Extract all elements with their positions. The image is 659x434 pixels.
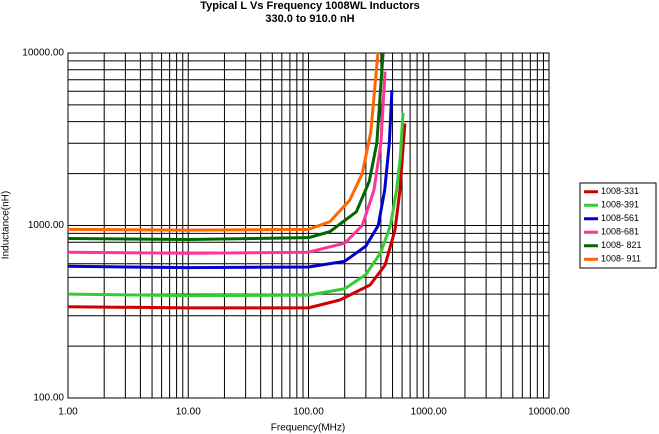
x-axis-label: Frequency(MHz) xyxy=(271,423,345,434)
y-tick-label: 10000.00 xyxy=(22,48,64,59)
x-tick-label: 1.00 xyxy=(58,407,78,418)
y-tick-label: 100.00 xyxy=(33,393,64,404)
plot-border xyxy=(67,52,550,399)
legend-label: 1008-391 xyxy=(601,200,639,210)
legend-label: 1008- 821 xyxy=(601,240,642,250)
y-axis-label: Inductance(nH) xyxy=(1,191,12,259)
series-line xyxy=(67,52,380,232)
legend-label: 1008-331 xyxy=(601,186,639,196)
legend-label: 1008-681 xyxy=(601,227,639,237)
x-tick-label: 10.00 xyxy=(176,407,201,418)
series-line xyxy=(67,123,407,310)
x-tick-label: 100.00 xyxy=(293,407,324,418)
legend-label: 1008- 911 xyxy=(601,254,641,264)
series-line xyxy=(67,52,385,241)
x-tick-label: 10000.00 xyxy=(528,407,570,418)
legend-box xyxy=(579,182,657,269)
series-line xyxy=(67,112,405,298)
y-tick-label: 1000.00 xyxy=(28,220,65,231)
chart-subtitle: 330.0 to 910.0 nH xyxy=(265,13,354,25)
chart-title: Typical L Vs Frequency 1008WL Inductors xyxy=(200,0,419,12)
x-tick-label: 1000.00 xyxy=(411,407,448,418)
series-line xyxy=(67,71,387,255)
series-line xyxy=(67,89,394,270)
legend-label: 1008-561 xyxy=(601,213,639,223)
